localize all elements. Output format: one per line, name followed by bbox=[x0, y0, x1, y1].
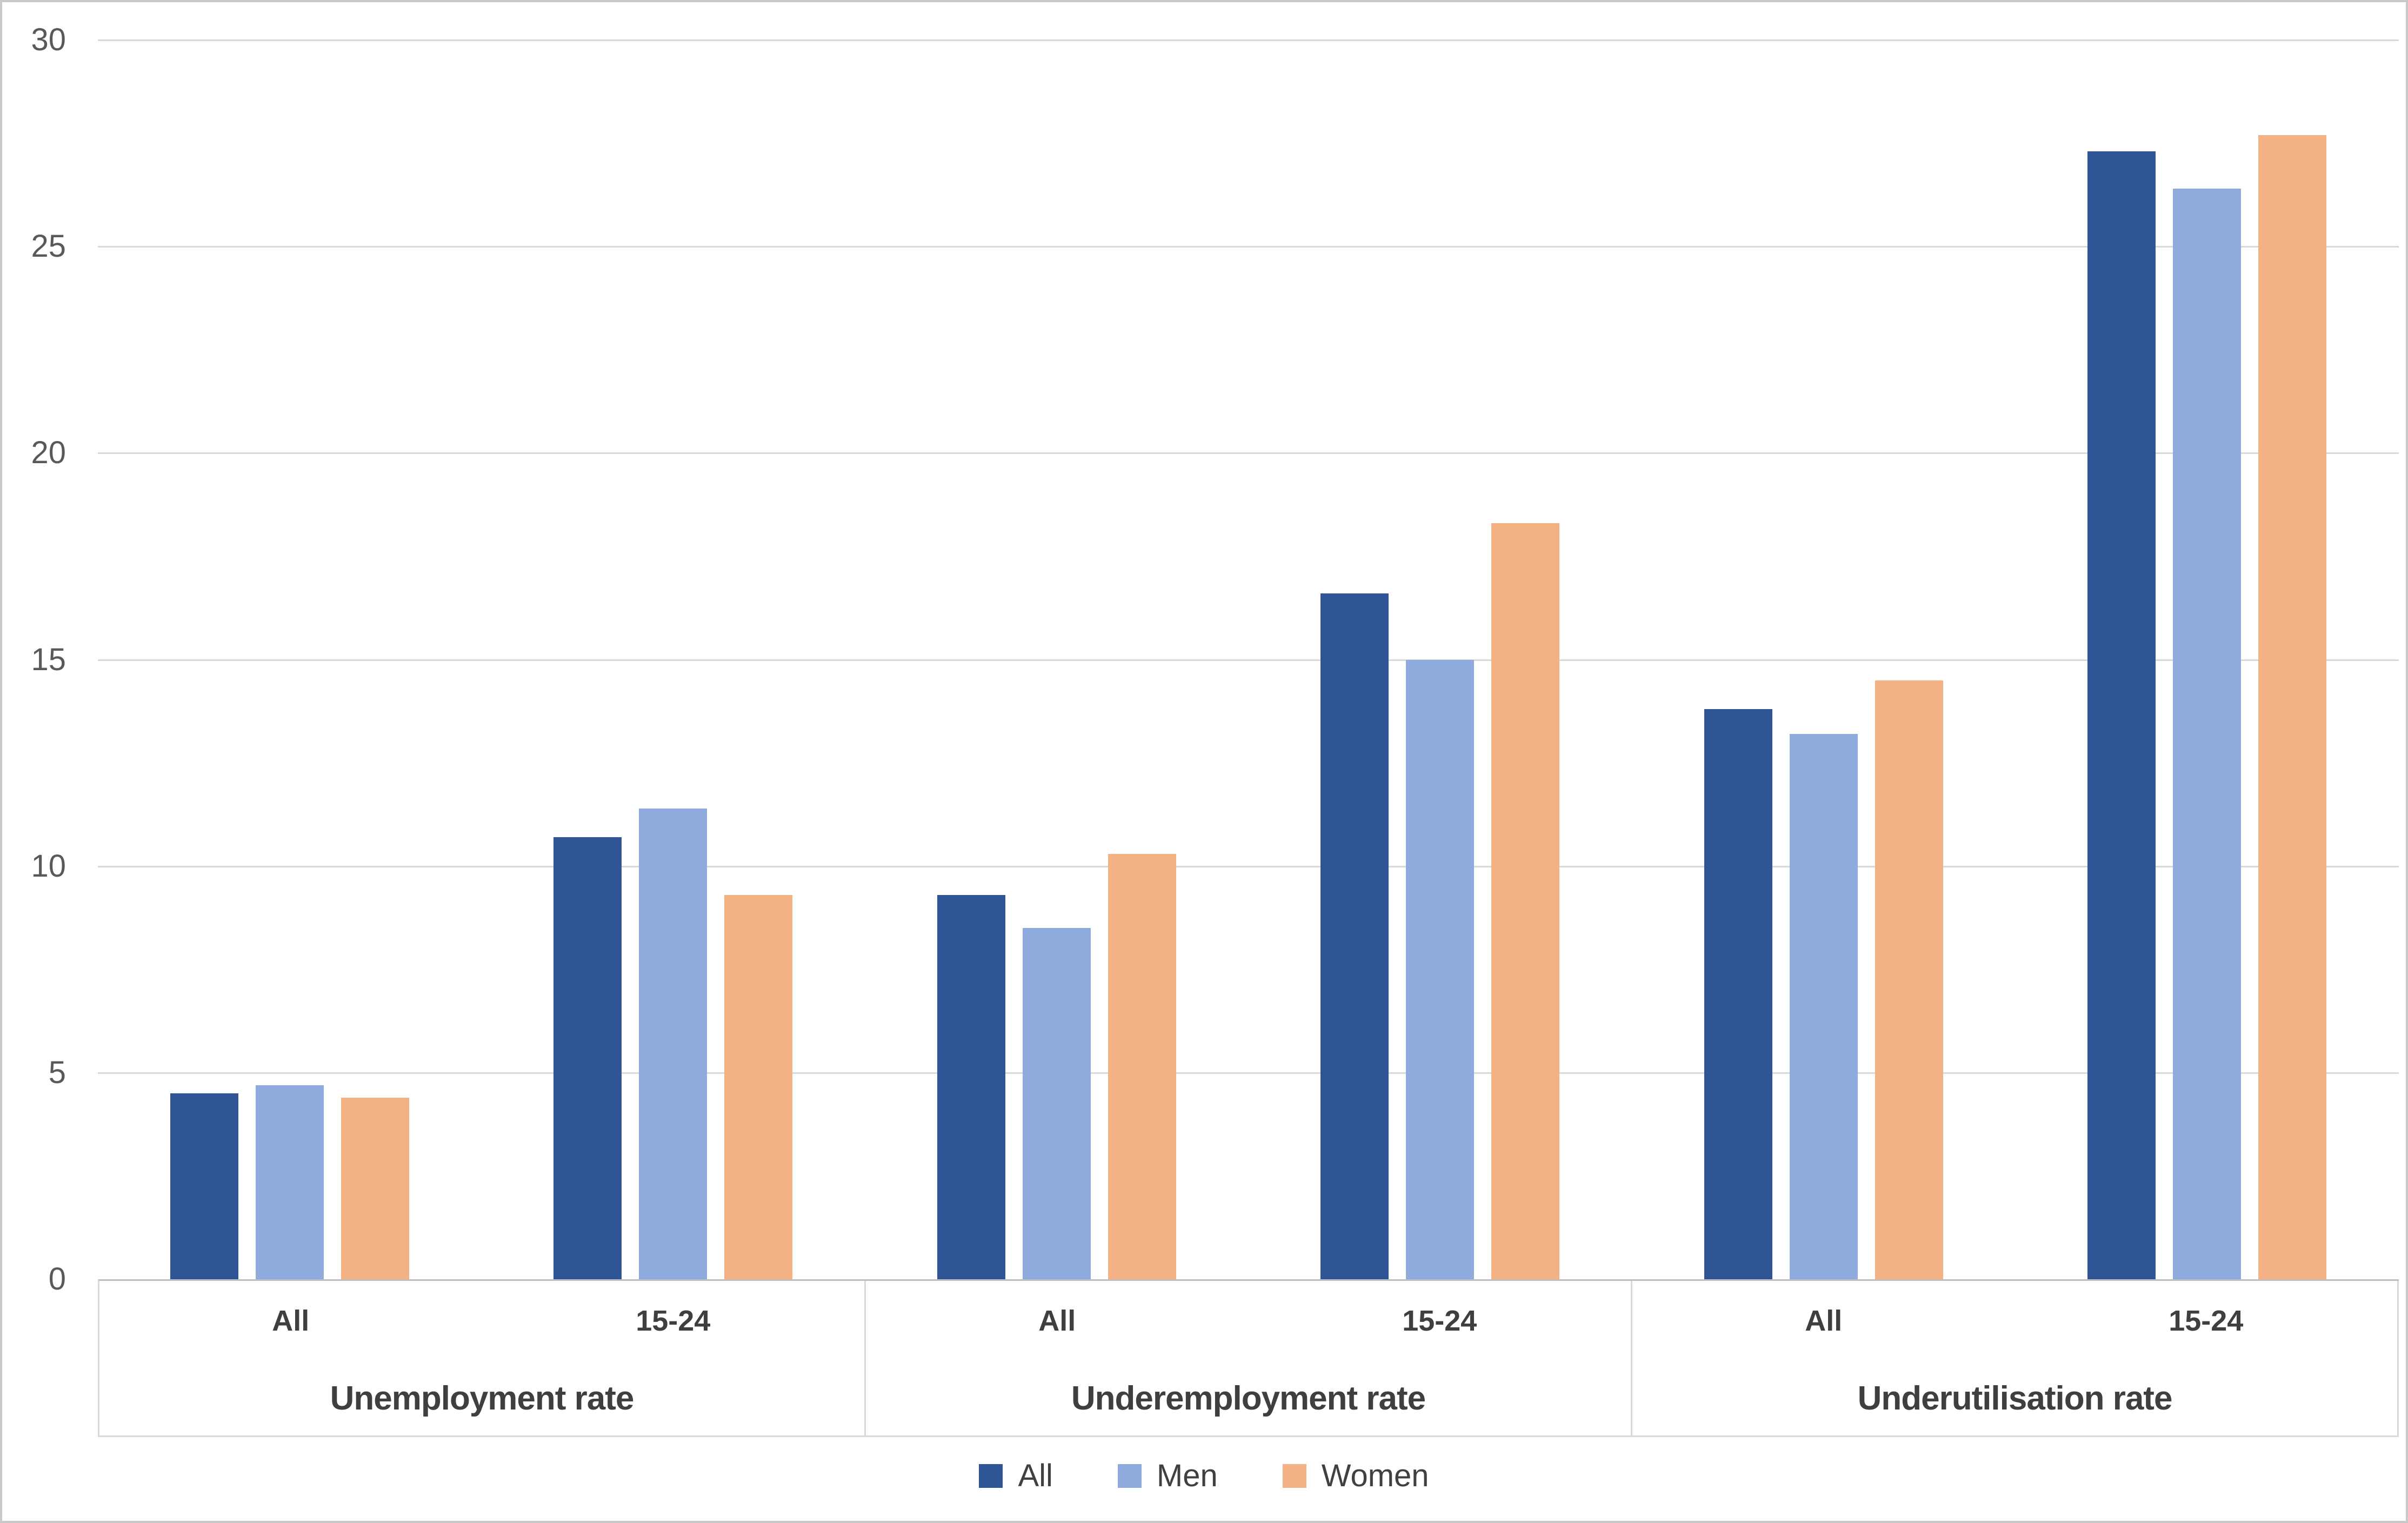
y-tick-label-10: 10 bbox=[31, 848, 66, 884]
subcategory-label: 15-24 bbox=[636, 1305, 711, 1338]
bar-all-underemployment-rate-all bbox=[937, 895, 1005, 1279]
category-axis: All 15-24 Unemployment rate All 15-24 Underem… bbox=[98, 1279, 2399, 1437]
bar-women-underutilisation-rate-15-24 bbox=[2258, 135, 2327, 1279]
subcategory-row: All 15-24 bbox=[866, 1281, 1631, 1361]
legend-item-women: Women bbox=[1282, 1458, 1429, 1494]
bar-all-unemployment-rate-15-24 bbox=[553, 837, 622, 1279]
legend: All Men Women bbox=[2, 1458, 2406, 1494]
bar-men-underemployment-rate-15-24 bbox=[1406, 659, 1475, 1279]
category-group-label: Unemployment rate bbox=[330, 1379, 635, 1417]
bar-men-unemployment-rate-all bbox=[255, 1085, 324, 1279]
subcategory-label: 15-24 bbox=[2169, 1305, 2244, 1338]
y-tick-label-15: 15 bbox=[31, 642, 66, 677]
subcategory-row: All 15-24 bbox=[99, 1281, 864, 1361]
bar-cluster-underutilisation-rate-15-24 bbox=[2087, 40, 2327, 1279]
bar-all-underemployment-rate-15-24 bbox=[1320, 593, 1389, 1279]
bar-all-underutilisation-rate-all bbox=[1704, 709, 1772, 1279]
bar-all-underutilisation-rate-15-24 bbox=[2087, 151, 2156, 1279]
category-group-underutilisation-rate: All 15-24 Underutilisation rate bbox=[1632, 1281, 2399, 1435]
y-tick-label-25: 25 bbox=[31, 229, 66, 264]
bar-men-underemployment-rate-all bbox=[1022, 928, 1091, 1279]
bar-cluster-unemployment-rate-15-24 bbox=[553, 40, 793, 1279]
category-group-label: Underemployment rate bbox=[1071, 1379, 1426, 1417]
bar-women-unemployment-rate-all bbox=[341, 1097, 409, 1279]
bar-women-underutilisation-rate-all bbox=[1875, 680, 1943, 1279]
legend-swatch-women bbox=[1282, 1464, 1306, 1488]
gridline-15 bbox=[98, 659, 2399, 661]
subcategory-label: 15-24 bbox=[1402, 1305, 1477, 1338]
y-tick-label-30: 30 bbox=[31, 22, 66, 57]
category-group-unemployment-rate: All 15-24 Unemployment rate bbox=[99, 1281, 866, 1435]
legend-swatch-all bbox=[979, 1464, 1003, 1488]
legend-item-all: All bbox=[979, 1458, 1053, 1494]
legend-label: All bbox=[1018, 1458, 1053, 1493]
gridline-10 bbox=[98, 865, 2399, 867]
legend-label: Women bbox=[1321, 1458, 1429, 1493]
bar-women-underemployment-rate-all bbox=[1108, 853, 1176, 1279]
bar-cluster-underutilisation-rate-all bbox=[1704, 40, 1943, 1279]
legend-label: Men bbox=[1156, 1458, 1218, 1493]
legend-swatch-men bbox=[1117, 1464, 1142, 1488]
subcategory-label: All bbox=[272, 1305, 310, 1338]
bar-women-unemployment-rate-15-24 bbox=[724, 895, 793, 1279]
subcategory-row: All 15-24 bbox=[1632, 1281, 2397, 1361]
y-tick-label-5: 5 bbox=[48, 1054, 66, 1090]
bar-cluster-unemployment-rate-all bbox=[170, 40, 409, 1279]
gridline-20 bbox=[98, 452, 2399, 455]
y-tick-label-0: 0 bbox=[48, 1261, 66, 1297]
bar-men-unemployment-rate-15-24 bbox=[639, 808, 708, 1279]
gridline-30 bbox=[98, 39, 2399, 41]
category-group-underemployment-rate: All 15-24 Underemployment rate bbox=[866, 1281, 1632, 1435]
gridline-5 bbox=[98, 1072, 2399, 1074]
bar-all-unemployment-rate-all bbox=[170, 1093, 238, 1279]
legend-item-men: Men bbox=[1117, 1458, 1218, 1494]
bar-cluster-underemployment-rate-all bbox=[937, 40, 1176, 1279]
subcategory-label: All bbox=[1805, 1305, 1843, 1338]
bar-women-underemployment-rate-15-24 bbox=[1491, 523, 1560, 1279]
bar-men-underutilisation-rate-15-24 bbox=[2173, 189, 2242, 1279]
y-tick-label-20: 20 bbox=[31, 435, 66, 471]
category-group-label: Underutilisation rate bbox=[1857, 1379, 2173, 1417]
bar-men-underutilisation-rate-all bbox=[1789, 734, 1858, 1279]
gridline-25 bbox=[98, 246, 2399, 248]
subcategory-label: All bbox=[1038, 1305, 1076, 1338]
bar-cluster-underemployment-rate-15-24 bbox=[1320, 40, 1560, 1279]
